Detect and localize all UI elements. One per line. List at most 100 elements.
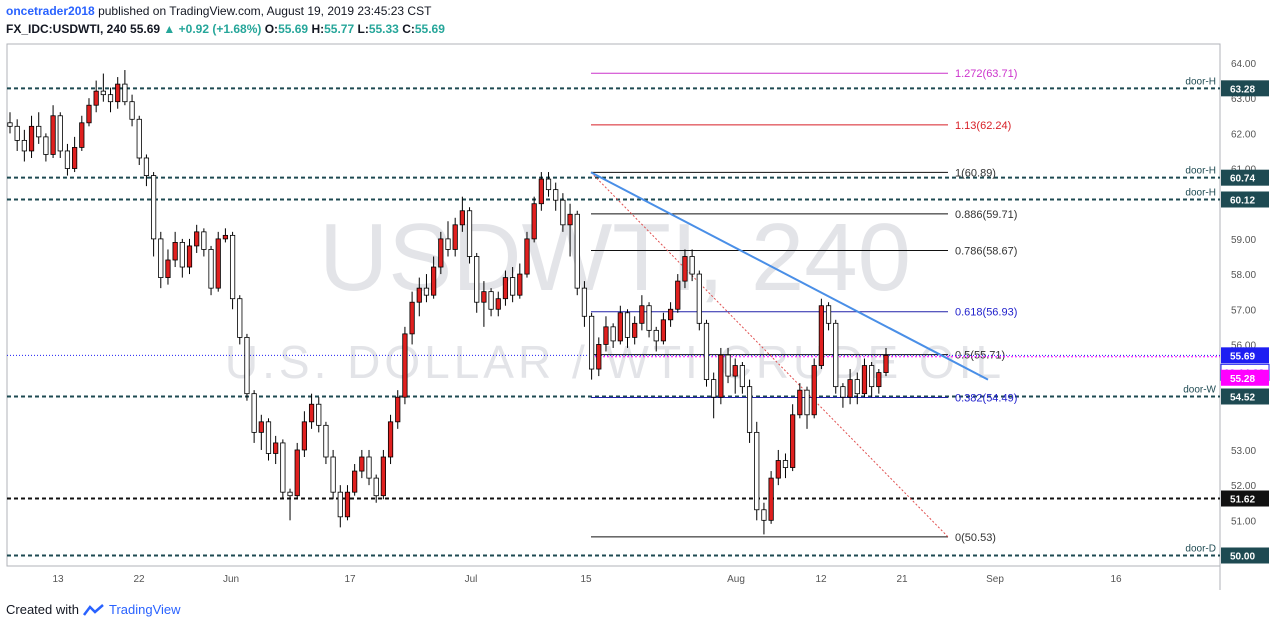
candle-body — [64, 150, 71, 169]
candle — [194, 224, 200, 253]
candle — [474, 252, 480, 313]
high-value: 55.77 — [324, 22, 355, 36]
x-tick-label: 12 — [815, 574, 827, 585]
candle — [402, 326, 408, 405]
candle-body — [308, 403, 315, 423]
fib-level-label: 0.886(59.71) — [955, 209, 1017, 221]
candle-body — [445, 238, 451, 250]
candle — [452, 217, 458, 257]
y-tick-label: 52.00 — [1231, 481, 1256, 492]
x-tick-label: 15 — [580, 574, 592, 585]
candle-body — [488, 291, 494, 310]
candle-body — [359, 456, 365, 472]
candle — [72, 136, 78, 173]
candle — [847, 369, 853, 405]
candle-body — [402, 333, 408, 398]
candle-body — [567, 213, 573, 226]
candle — [818, 298, 824, 370]
level-price-text: 60.74 — [1230, 174, 1255, 185]
price-chart[interactable]: USDWTI, 240 U.S. DOLLAR / WTI CRUDE OIL … — [0, 0, 1274, 600]
close-label: C: — [402, 22, 415, 36]
candle — [115, 77, 121, 109]
candle-body — [143, 157, 150, 176]
author-link[interactable]: oncetrader2018 — [6, 4, 95, 18]
candle — [495, 291, 501, 317]
y-tick-label: 59.00 — [1231, 235, 1256, 246]
candle-body — [43, 136, 49, 155]
candle-body — [804, 389, 810, 416]
y-tick-label: 56.00 — [1231, 340, 1256, 351]
candle — [876, 369, 882, 394]
candle-body — [545, 178, 552, 191]
tradingview-logo-icon — [82, 603, 104, 616]
candle — [689, 249, 695, 282]
x-tick-label: 13 — [52, 574, 64, 585]
candle-body — [86, 104, 92, 124]
x-tick-label: 16 — [1110, 574, 1122, 585]
candle-body — [431, 266, 437, 296]
candle — [517, 263, 523, 299]
candle-body — [215, 238, 221, 289]
candle-body — [115, 83, 121, 103]
created-with-text: Created with — [6, 602, 79, 617]
y-tick-label: 51.00 — [1231, 516, 1256, 527]
candle-body — [57, 115, 63, 152]
candle — [775, 449, 781, 486]
candle — [768, 471, 774, 524]
candle — [359, 449, 365, 479]
candle-body — [229, 234, 236, 300]
candle — [294, 442, 300, 500]
fib-level-label: 0.618(56.93) — [955, 307, 1017, 319]
level-price-badge — [1221, 80, 1269, 97]
candle — [746, 379, 753, 443]
fib-level-label: 0.5(55.71) — [955, 350, 1005, 362]
x-tick-label: Sep — [986, 574, 1004, 585]
y-tick-label: 58.00 — [1231, 270, 1256, 281]
candle — [596, 337, 602, 377]
candle-body — [754, 431, 760, 511]
candle — [797, 383, 803, 419]
tradingview-brand[interactable]: TradingView — [108, 602, 181, 617]
candle — [481, 281, 487, 327]
candle-body — [265, 421, 272, 454]
candle — [754, 421, 760, 521]
candle-body — [524, 238, 530, 275]
level-label: door-H — [1185, 187, 1216, 198]
candle — [366, 449, 372, 486]
candle — [711, 372, 717, 419]
candle — [122, 70, 128, 106]
candle-body — [423, 287, 430, 296]
candle-body — [36, 125, 42, 138]
candle — [151, 172, 157, 257]
low-label: L: — [357, 22, 369, 36]
candle-body — [840, 386, 846, 398]
candle — [725, 347, 731, 384]
candle — [617, 305, 623, 345]
candle — [50, 105, 56, 158]
candle — [143, 154, 150, 187]
candle — [265, 418, 272, 461]
candle — [804, 386, 810, 429]
candle — [201, 228, 207, 257]
candle-body — [474, 256, 480, 303]
candle — [330, 449, 336, 500]
candle-body — [732, 365, 738, 377]
candle — [869, 362, 875, 398]
candle — [7, 112, 13, 134]
fib-level-label: 1.13(62.24) — [955, 120, 1011, 132]
x-tick-label: 21 — [896, 574, 908, 585]
candle-body — [782, 460, 789, 468]
candle — [280, 439, 286, 500]
candle — [545, 172, 552, 197]
candle-body — [617, 312, 623, 342]
open-label: O: — [264, 22, 279, 36]
descending-trendline[interactable] — [590, 171, 989, 381]
candle — [811, 358, 817, 419]
symbol-info: FX_IDC:USDWTI, 240 55.69 ▲ +0.92 (+1.68%… — [6, 22, 445, 36]
candle-body — [438, 238, 444, 268]
candle — [136, 115, 142, 166]
candle-body — [237, 298, 243, 338]
candle-body — [624, 312, 631, 338]
candle — [653, 326, 659, 352]
level-price-badge — [1221, 388, 1269, 405]
